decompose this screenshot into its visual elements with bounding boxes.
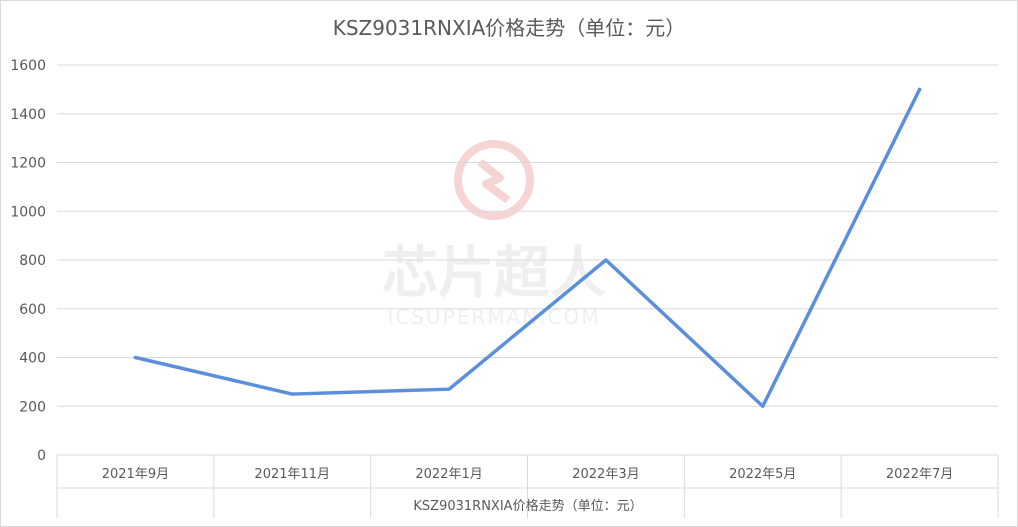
data-point <box>604 258 608 262</box>
data-point <box>133 356 137 359</box>
y-tick-label: 1400 <box>10 107 46 123</box>
x-tick-label: 2022年3月 <box>572 467 639 482</box>
x-tick-label: 2022年7月 <box>886 467 953 482</box>
y-tick-label: 600 <box>19 302 46 318</box>
chart-title: KSZ9031RNXIA价格走势（单位：元） <box>332 16 686 40</box>
grid-lines <box>57 64 998 407</box>
y-tick-label: 0 <box>37 448 46 464</box>
y-tick-label: 400 <box>19 351 46 367</box>
x-tick-label: 2021年11月 <box>254 467 330 482</box>
y-tick-label: 1200 <box>10 156 46 172</box>
x-tick-label: 2021年9月 <box>102 467 169 482</box>
x-axis-label: KSZ9031RNXIA价格走势（单位：元） <box>413 498 642 514</box>
series-layer <box>133 87 922 408</box>
data-point <box>290 392 294 396</box>
x-tick-label: 2022年5月 <box>729 467 796 482</box>
y-axis-ticks: 0 200 400 600 800 1000 1200 1400 1600 <box>10 58 46 464</box>
watermark-bolt-icon <box>477 158 511 204</box>
y-tick-label: 800 <box>19 253 46 269</box>
watermark-text: 芯片超人 <box>382 241 606 306</box>
data-point <box>447 387 451 391</box>
watermark-logo-icon <box>454 140 534 220</box>
y-tick-label: 1600 <box>10 58 46 74</box>
x-axis: 2021年9月 2021年11月 2022年1月 2022年3月 2022年5月 2022… <box>56 454 999 518</box>
data-point <box>761 404 765 408</box>
y-tick-label: 1000 <box>10 204 46 220</box>
x-tick-label: 2022年1月 <box>415 467 482 482</box>
data-point <box>918 87 922 91</box>
series-line-0 <box>133 87 922 408</box>
watermark: 芯片超人 ICSUPERMAN.COM <box>382 140 606 329</box>
y-tick-label: 200 <box>19 399 46 415</box>
